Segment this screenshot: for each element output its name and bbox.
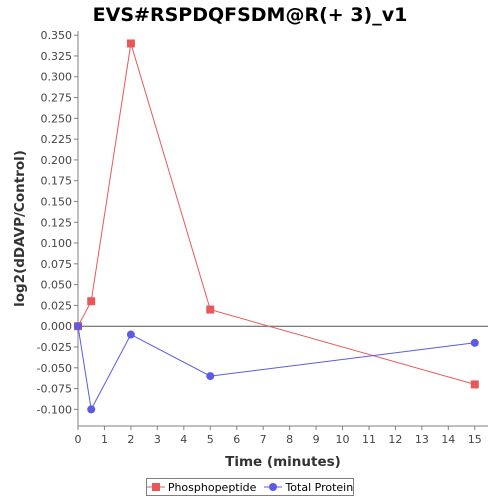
axes-layer xyxy=(77,31,488,427)
x-tick-label: 10 xyxy=(336,433,350,446)
legend-total-protein-swatch xyxy=(264,483,283,491)
x-tick-label: 15 xyxy=(468,433,482,446)
legend-item-phosphopeptide: Phosphopeptide xyxy=(146,480,257,494)
x-tick-label: 14 xyxy=(441,433,455,446)
y-tick-label: 0.150 xyxy=(41,195,73,208)
y-tick-label: 0.275 xyxy=(41,92,73,105)
total-protein-point xyxy=(87,405,96,414)
y-tick-label: 0.125 xyxy=(41,216,73,229)
series-layer xyxy=(74,39,479,414)
y-tick-label: 0.325 xyxy=(41,50,73,63)
x-tick-label: 11 xyxy=(362,433,376,446)
y-tick-label: -0.075 xyxy=(37,383,72,396)
ticks-layer: -0.100 -0.075 -0.050 -0.025 0.000 0.025 0.050 0… xyxy=(37,29,482,446)
legend-phosphopeptide-label: Phosphopeptide xyxy=(167,480,257,494)
phosphopeptide-line xyxy=(77,43,475,385)
phosphopeptide-point xyxy=(126,39,135,48)
y-tick-label: 0.300 xyxy=(41,71,73,84)
legend: Phosphopeptide Total Protein xyxy=(146,478,354,496)
y-tick-label: -0.050 xyxy=(37,362,72,375)
y-tick-label: 0.225 xyxy=(41,133,73,146)
y-tick-label: 0.175 xyxy=(41,175,73,188)
x-tick-label: 13 xyxy=(415,433,429,446)
x-axis-label: Time (minutes) xyxy=(225,454,341,470)
x-tick-label: 4 xyxy=(180,433,187,446)
phosphopeptide-point xyxy=(470,380,479,389)
y-axis-label: log2(dDAVP/Control) xyxy=(12,150,28,307)
y-tick-label: 0.050 xyxy=(41,279,73,292)
total-protein-point xyxy=(470,338,479,347)
x-tick-label: 0 xyxy=(75,433,82,446)
chart-title: EVS#RSPDQFSDM@R(+ 3)_v1 xyxy=(92,4,408,26)
total-protein-point xyxy=(206,372,215,381)
x-tick-label: 1 xyxy=(101,433,108,446)
total-protein-point xyxy=(74,322,82,331)
y-tick-label: 0.025 xyxy=(41,299,73,312)
x-tick-label: 7 xyxy=(260,433,267,446)
y-tick-label: 0.200 xyxy=(41,154,73,167)
x-tick-label: 6 xyxy=(233,433,240,446)
y-tick-label: 0.350 xyxy=(41,29,73,42)
x-tick-label: 8 xyxy=(286,433,293,446)
legend-total-protein-label: Total Protein xyxy=(285,480,354,494)
x-tick-label: 2 xyxy=(127,433,134,446)
x-tick-label: 12 xyxy=(388,433,402,446)
x-tick-label: 9 xyxy=(313,433,320,446)
legend-item-total-protein: Total Protein xyxy=(264,481,353,494)
y-tick-label: 0.075 xyxy=(41,258,73,271)
y-tick-label: -0.025 xyxy=(37,341,72,354)
y-tick-label: 0.000 xyxy=(41,320,73,333)
y-tick-label: -0.100 xyxy=(37,403,72,416)
phosphopeptide-point xyxy=(206,305,215,314)
phosphopeptide-point xyxy=(87,297,96,306)
y-tick-label: 0.250 xyxy=(41,112,73,125)
x-tick-label: 3 xyxy=(154,433,161,446)
legend-phosphopeptide-swatch xyxy=(146,483,165,491)
y-tick-label: 0.100 xyxy=(41,237,73,250)
x-tick-label: 5 xyxy=(207,433,214,446)
total-protein-point xyxy=(126,330,135,339)
